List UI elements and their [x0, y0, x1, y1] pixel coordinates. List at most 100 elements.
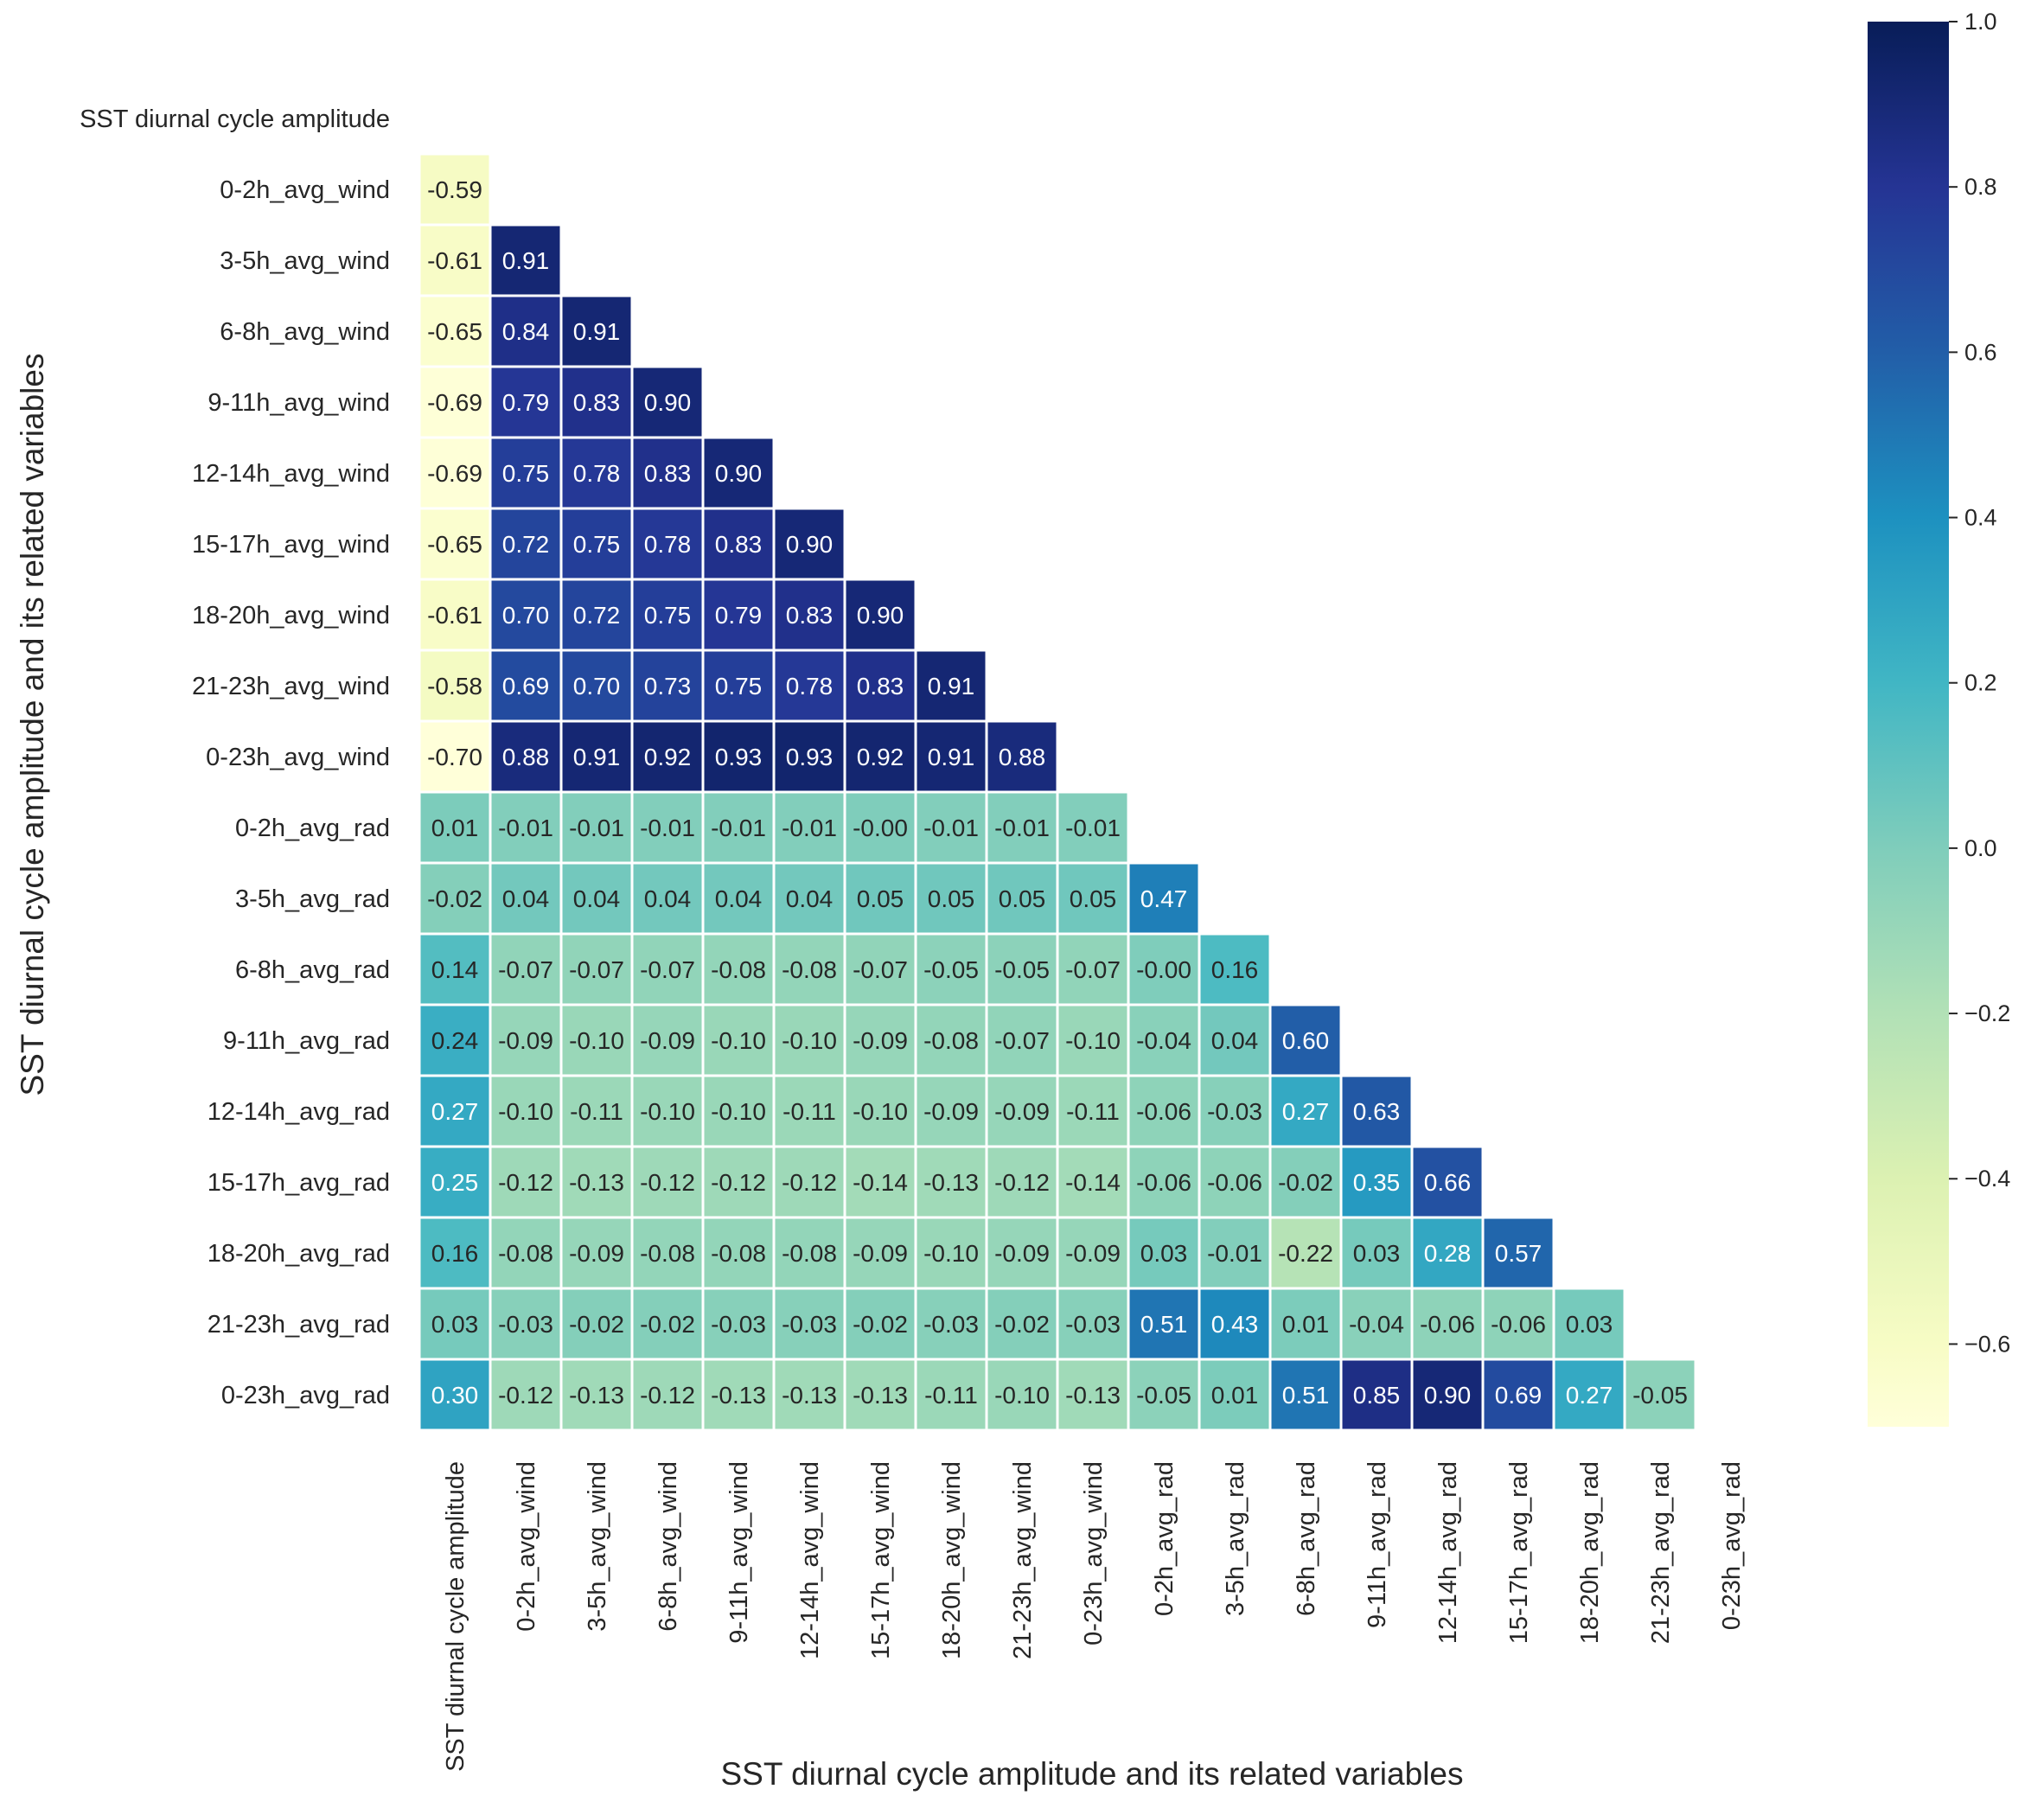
y-tick-label: 9-11h_avg_rad [223, 1027, 390, 1055]
y-tick-label: 12-14h_avg_rad [208, 1098, 390, 1126]
heatmap-cell [701, 1074, 776, 1148]
heatmap-cell [914, 1074, 988, 1148]
heatmap-cell [701, 790, 776, 865]
heatmap-cell [1127, 1358, 1201, 1432]
cell-value-label: 0.16 [1211, 956, 1259, 983]
heatmap-cell [772, 1074, 846, 1148]
cell-value-label: -0.09 [853, 1240, 908, 1267]
heatmap-cell [985, 719, 1059, 794]
cell-value-label: 0.83 [857, 673, 904, 700]
heatmap-cell [489, 365, 563, 439]
cell-value-label: 0.84 [502, 318, 550, 345]
cell-value-label: -0.12 [994, 1169, 1050, 1196]
heatmap-cell [630, 1074, 705, 1148]
y-tick-label: 15-17h_avg_wind [192, 531, 390, 559]
cell-value-label: 0.69 [1495, 1382, 1543, 1409]
cell-value-label: 0.04 [644, 885, 692, 912]
cell-value-label: 0.01 [1282, 1311, 1330, 1338]
cell-value-label: -0.05 [923, 956, 979, 983]
heatmap-cell [418, 507, 492, 581]
cell-value-label: -0.05 [1136, 1382, 1191, 1409]
heatmap-cell [1268, 1003, 1343, 1077]
y-tick-label: 3-5h_avg_rad [235, 885, 390, 913]
colorbar-tick-label: 1.0 [1964, 9, 1997, 35]
cell-value-label: -0.13 [782, 1382, 837, 1409]
heatmap-cell [489, 1216, 563, 1290]
heatmap-cell [701, 1145, 776, 1219]
cell-value-label: 0.90 [715, 460, 763, 487]
cell-value-label: -0.07 [640, 956, 695, 983]
cell-value-label: 0.05 [999, 885, 1046, 912]
cell-value-label: 0.51 [1140, 1311, 1188, 1338]
cell-value-label: 0.90 [786, 531, 834, 558]
cell-value-label: 0.05 [928, 885, 975, 912]
x-tick-label: 18-20h_avg_rad [1576, 1461, 1604, 1644]
cell-value-label: 0.05 [1070, 885, 1117, 912]
heatmap-cell [1198, 1287, 1272, 1361]
cell-value-label: 0.03 [1140, 1240, 1188, 1267]
cell-value-label: 0.78 [644, 531, 692, 558]
heatmap-cell [1481, 1216, 1555, 1290]
cell-value-label: -0.70 [427, 744, 482, 770]
heatmap-cell [489, 932, 563, 1006]
heatmap-cell [1623, 1358, 1697, 1432]
cell-value-label: -0.06 [1491, 1311, 1546, 1338]
y-tick-label: 0-23h_avg_wind [206, 744, 390, 771]
colorbar-tick-label: −0.2 [1964, 1000, 2010, 1026]
cell-value-label: -0.01 [1065, 815, 1121, 841]
x-tick-label: 0-2h_avg_rad [1151, 1461, 1178, 1616]
cell-value-label: -0.08 [711, 956, 766, 983]
cell-value-label: -0.02 [994, 1311, 1050, 1338]
cell-value-label: -0.05 [994, 956, 1050, 983]
cell-value-label: 0.75 [502, 460, 550, 487]
colorbar-tick-label: 0.8 [1964, 174, 1997, 200]
x-tick-label: 15-17h_avg_wind [867, 1461, 895, 1659]
cell-value-label: -0.01 [498, 815, 553, 841]
cell-value-label: 0.47 [1140, 885, 1188, 912]
y-tick-label: 3-5h_avg_wind [220, 247, 390, 275]
cell-value-label: -0.09 [569, 1240, 624, 1267]
cell-value-label: 0.66 [1424, 1169, 1472, 1196]
cell-value-label: -0.01 [923, 815, 979, 841]
heatmap-cell [630, 861, 705, 936]
heatmap-cell [1198, 1074, 1272, 1148]
heatmap-cell [772, 578, 846, 652]
heatmap-cell [559, 932, 634, 1006]
cell-value-label: -0.61 [427, 247, 482, 274]
cell-value-label: -0.03 [711, 1311, 766, 1338]
cell-value-label: 0.78 [573, 460, 621, 487]
heatmap-cell [489, 507, 563, 581]
heatmap-cell [1268, 1074, 1343, 1148]
heatmap-cell [630, 365, 705, 439]
cell-value-label: 0.83 [644, 460, 692, 487]
cell-value-label: 0.85 [1353, 1382, 1401, 1409]
heatmap-cell [1410, 1358, 1485, 1432]
cell-value-label: -0.03 [498, 1311, 553, 1338]
cell-value-label: -0.07 [498, 956, 553, 983]
cell-value-label: 0.92 [644, 744, 692, 770]
heatmap-cell [418, 932, 492, 1006]
heatmap-cell [843, 1216, 917, 1290]
heatmap-cell [1127, 861, 1201, 936]
heatmap-cell [843, 1074, 917, 1148]
cell-value-label: 0.43 [1211, 1311, 1259, 1338]
x-tick-labels: SST diurnal cycle amplitude 0-2h_avg_wind… [442, 1461, 1746, 1772]
heatmap-cell [985, 932, 1059, 1006]
cell-value-label: 0.83 [573, 389, 621, 416]
heatmap-cell [489, 578, 563, 652]
x-tick-label: 9-11h_avg_wind [725, 1461, 753, 1644]
cell-value-label: -0.12 [711, 1169, 766, 1196]
cell-value-label: -0.00 [853, 815, 908, 841]
cell-value-label: -0.13 [569, 1382, 624, 1409]
heatmap-cell [772, 719, 846, 794]
cell-value-label: -0.07 [853, 956, 908, 983]
cell-value-label: -0.02 [1278, 1169, 1333, 1196]
cell-value-label: -0.01 [711, 815, 766, 841]
x-tick-label: 15-17h_avg_rad [1505, 1461, 1533, 1644]
cell-value-label: -0.61 [427, 602, 482, 629]
heatmap-cell [985, 861, 1059, 936]
x-tick-label: 3-5h_avg_wind [584, 1461, 611, 1632]
cell-value-label: 0.92 [857, 744, 904, 770]
cell-value-label: 0.91 [573, 744, 621, 770]
